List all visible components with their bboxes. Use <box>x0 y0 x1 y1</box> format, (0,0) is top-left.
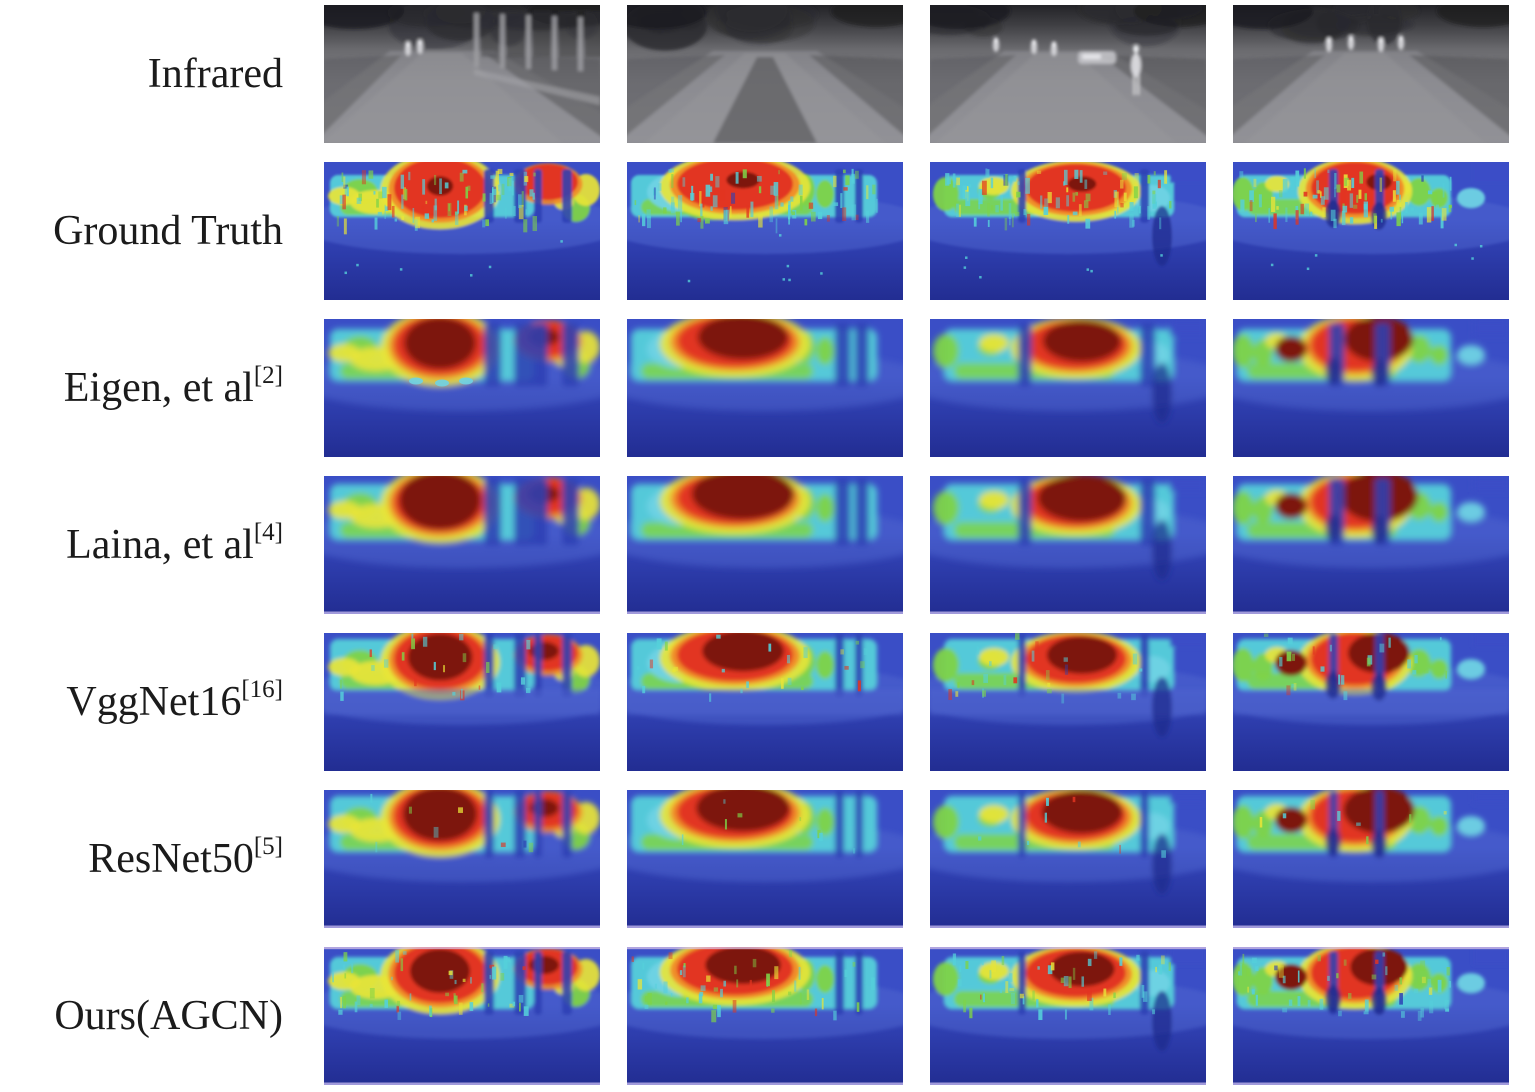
row-laina: Laina, et al [4] <box>0 476 1535 614</box>
ground-truth-map-1 <box>324 162 600 300</box>
infrared-image-1 <box>324 5 600 143</box>
ours-agcn-map-2 <box>627 947 903 1085</box>
row-label-sup: [5] <box>253 832 283 860</box>
row-label-text: Ground Truth <box>53 208 283 254</box>
row-label-eigen: Eigen, et al [2] <box>0 319 297 457</box>
row-label-text: ResNet50 <box>88 836 254 882</box>
eigen-map-1 <box>324 319 600 457</box>
ours-agcn-map-1 <box>324 947 600 1085</box>
laina-map-3 <box>930 476 1206 614</box>
row-label-ground-truth: Ground Truth <box>0 162 297 300</box>
row-label-laina: Laina, et al [4] <box>0 476 297 614</box>
laina-map-4 <box>1233 476 1509 614</box>
ours-agcn-map-3 <box>930 947 1206 1085</box>
row-ground-truth: Ground Truth <box>0 162 1535 300</box>
resnet50-map-1 <box>324 790 600 928</box>
row-label-infrared: Infrared <box>0 5 297 143</box>
infrared-image-4 <box>1233 5 1509 143</box>
row-ours-agcn: Ours(AGCN) <box>0 947 1535 1085</box>
row-label-sup: [4] <box>253 518 283 546</box>
row-label-resnet50: ResNet50 [5] <box>0 790 297 928</box>
eigen-map-4 <box>1233 319 1509 457</box>
vggnet16-map-3 <box>930 633 1206 771</box>
infrared-image-3 <box>930 5 1206 143</box>
row-label-text: VggNet16 <box>66 679 242 725</box>
row-infrared: Infrared <box>0 5 1535 143</box>
row-vggnet16: VggNet16 [16] <box>0 633 1535 771</box>
row-label-sup: [16] <box>241 675 283 703</box>
resnet50-map-4 <box>1233 790 1509 928</box>
row-label-text: Ours(AGCN) <box>54 993 283 1039</box>
ground-truth-map-4 <box>1233 162 1509 300</box>
row-resnet50: ResNet50 [5] <box>0 790 1535 928</box>
row-eigen: Eigen, et al [2] <box>0 319 1535 457</box>
vggnet16-map-4 <box>1233 633 1509 771</box>
resnet50-map-2 <box>627 790 903 928</box>
vggnet16-map-2 <box>627 633 903 771</box>
vggnet16-map-1 <box>324 633 600 771</box>
row-label-ours-agcn: Ours(AGCN) <box>0 947 297 1085</box>
row-label-text: Infrared <box>147 51 283 97</box>
resnet50-map-3 <box>930 790 1206 928</box>
eigen-map-3 <box>930 319 1206 457</box>
laina-map-1 <box>324 476 600 614</box>
infrared-image-2 <box>627 5 903 143</box>
row-label-text: Eigen, et al <box>63 365 254 411</box>
row-label-sup: [2] <box>253 361 283 389</box>
ground-truth-map-3 <box>930 162 1206 300</box>
laina-map-2 <box>627 476 903 614</box>
ours-agcn-map-4 <box>1233 947 1509 1085</box>
ground-truth-map-2 <box>627 162 903 300</box>
row-label-text: Laina, et al <box>66 522 254 568</box>
row-label-vggnet16: VggNet16 [16] <box>0 633 297 771</box>
eigen-map-2 <box>627 319 903 457</box>
